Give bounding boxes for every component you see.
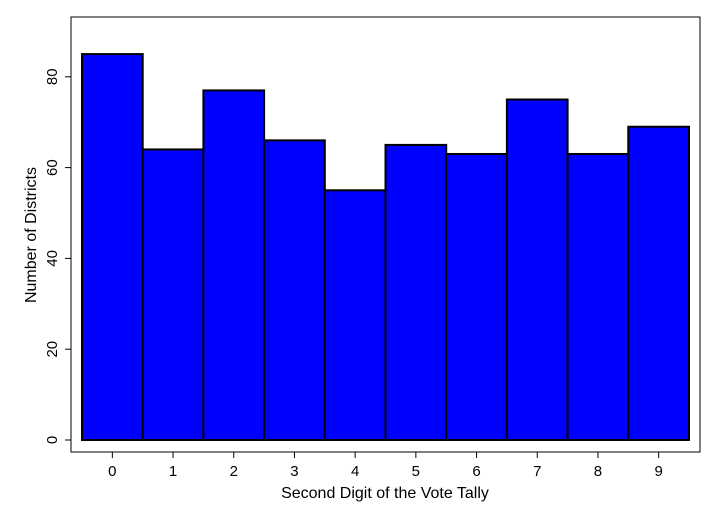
bar-5 <box>384 143 448 441</box>
bar-3 <box>263 139 326 442</box>
x-tick-label-1: 1 <box>169 463 177 480</box>
y-tick-label-20: 20 <box>44 341 61 358</box>
x-axis-title: Second Digit of the Vote Tally <box>281 485 489 502</box>
x-tick-label-4: 4 <box>351 463 359 480</box>
x-axis: 0 1 2 3 4 5 6 7 8 9 <box>108 452 663 480</box>
y-tick-label-40: 40 <box>44 250 61 267</box>
y-tick-label-80: 80 <box>44 68 61 85</box>
x-tick-label-2: 2 <box>230 463 238 480</box>
bar-7 <box>505 98 569 441</box>
bar-6 <box>445 152 508 441</box>
y-tick-label-0: 0 <box>44 436 61 444</box>
bars-group <box>81 53 690 442</box>
x-tick-label-6: 6 <box>472 463 480 480</box>
bar-9 <box>627 125 690 442</box>
x-tick-label-5: 5 <box>412 463 420 480</box>
y-axis-title: Number of Districts <box>23 167 40 303</box>
bar-0 <box>81 53 144 441</box>
bar-2 <box>202 89 266 441</box>
bar-8 <box>566 152 630 441</box>
x-tick-label-3: 3 <box>290 463 298 480</box>
x-tick-label-7: 7 <box>533 463 541 480</box>
x-tick-label-9: 9 <box>654 463 662 480</box>
x-tick-label-8: 8 <box>594 463 602 480</box>
bar-4 <box>323 189 387 441</box>
bar-1 <box>141 148 205 441</box>
y-tick-label-60: 60 <box>44 159 61 176</box>
y-axis: 0 20 40 60 80 <box>44 68 71 444</box>
x-tick-label-0: 0 <box>108 463 116 480</box>
